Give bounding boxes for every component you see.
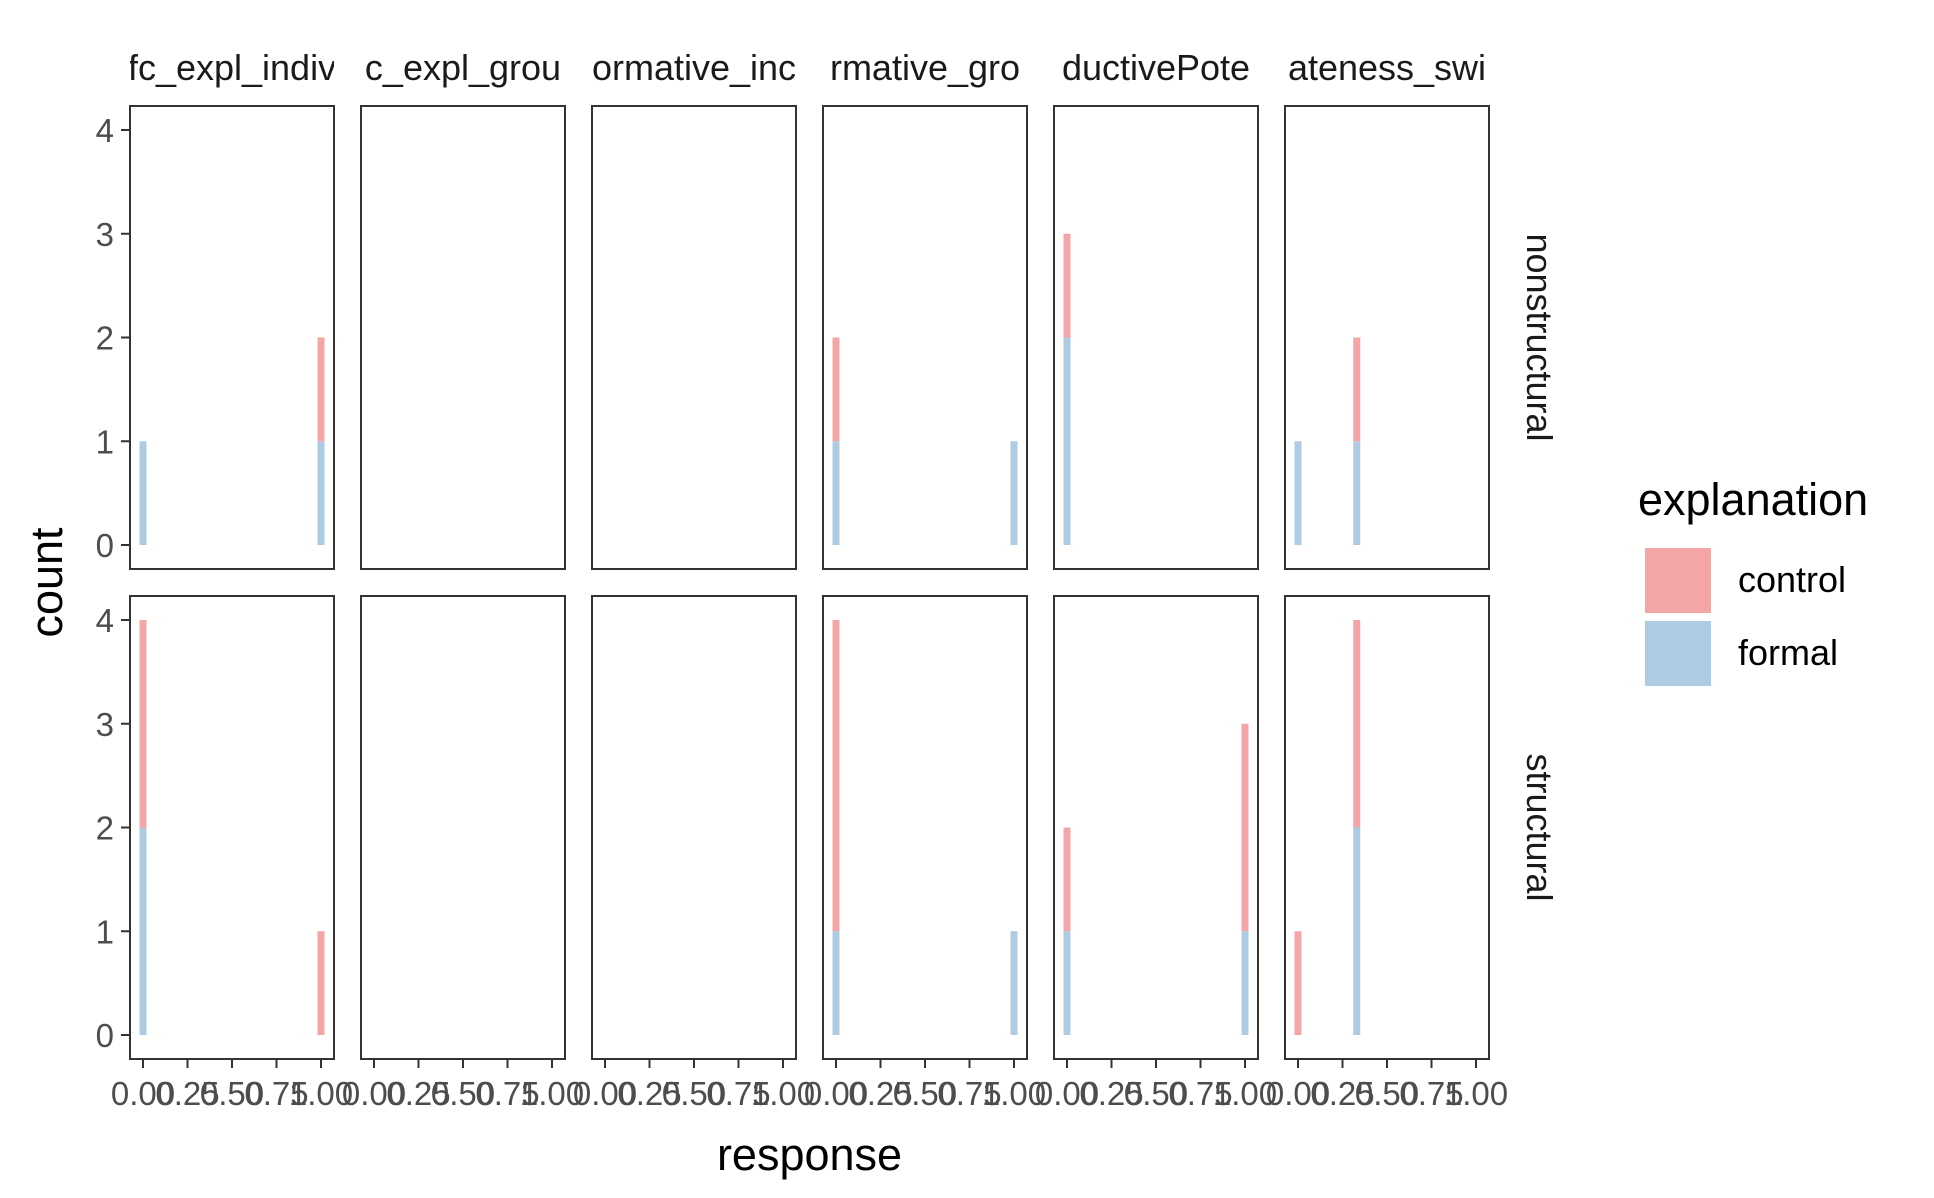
facet-strip-label: ormative_inc <box>592 47 796 88</box>
bar-formal <box>832 931 840 1035</box>
facet-strip-col-3: rmative_gro <box>830 47 1020 88</box>
x-tick-label: 0.00 <box>111 1075 175 1112</box>
x-tick-label: 0.50 <box>1124 1075 1188 1112</box>
x-tick-label: 0.50 <box>662 1075 726 1112</box>
x-tick-label: 0.50 <box>200 1075 264 1112</box>
x-tick-label: 1.00 <box>1213 1075 1277 1112</box>
facet-strip-col-1: c_expl_grou <box>365 47 561 88</box>
x-tick-label: 0.00 <box>1035 1075 1099 1112</box>
panel-border <box>129 595 335 1060</box>
x-tick-label: 0.75 <box>244 1075 308 1112</box>
panel-border <box>822 595 1028 1060</box>
bar-formal <box>317 441 325 545</box>
bar-control <box>832 337 840 442</box>
bar-control <box>1353 337 1361 442</box>
bar-control <box>317 337 325 442</box>
bar-formal <box>1010 931 1018 1035</box>
y-tick-label: 3 <box>96 216 114 253</box>
y-tick-label: 0 <box>96 527 114 564</box>
x-tick-label: 0.25 <box>848 1075 912 1112</box>
facet-strip-col-5: ateness_swi <box>1288 47 1486 88</box>
x-tick-label: 0.75 <box>475 1075 539 1112</box>
y-tick-label: 2 <box>96 320 114 357</box>
x-tick-label: 0.25 <box>1079 1075 1143 1112</box>
facet-strip-col-0: fc_expl_indiv <box>128 47 336 88</box>
facet-strip-row-label: structural <box>1519 753 1560 901</box>
y-tick-label: 4 <box>96 602 114 639</box>
x-tick-label: 1.00 <box>289 1075 353 1112</box>
legend-key-control <box>1645 548 1711 613</box>
facet-strip-label: ductivePote <box>1062 47 1250 88</box>
bar-formal <box>1063 931 1071 1035</box>
panel-border <box>591 105 797 570</box>
bar-control <box>1063 827 1071 932</box>
legend-label-control: control <box>1738 559 1846 600</box>
panel-border <box>591 595 797 1060</box>
x-tick-label: 0.25 <box>1310 1075 1374 1112</box>
bar-control <box>1063 233 1071 338</box>
panel-border <box>1053 105 1259 570</box>
x-tick-label: 1.00 <box>520 1075 584 1112</box>
bar-formal <box>1010 441 1018 545</box>
x-tick-label: 0.00 <box>1266 1075 1330 1112</box>
y-tick-label: 1 <box>96 423 114 460</box>
panel-border <box>1284 105 1490 570</box>
bar-formal <box>1241 931 1249 1035</box>
facet-strip-label: fc_expl_indiv <box>128 47 336 88</box>
x-tick-label: 0.25 <box>155 1075 219 1112</box>
bar-control <box>317 931 325 1035</box>
y-tick-label: 4 <box>96 112 114 149</box>
y-tick-label: 2 <box>96 810 114 847</box>
x-tick-label: 0.75 <box>1399 1075 1463 1112</box>
bar-formal <box>1063 337 1071 545</box>
panel-border <box>1053 595 1259 1060</box>
x-tick-label: 0.75 <box>937 1075 1001 1112</box>
panel-border <box>360 105 566 570</box>
bar-formal <box>1353 441 1361 545</box>
bar-control <box>832 620 840 932</box>
panel-border <box>129 105 335 570</box>
bar-formal <box>832 441 840 545</box>
y-tick-label: 3 <box>96 706 114 743</box>
facet-strip-col-4: ductivePote <box>1062 47 1250 88</box>
bar-formal <box>139 441 147 545</box>
x-axis-title: response <box>717 1129 902 1180</box>
panel-border <box>1284 595 1490 1060</box>
bar-formal <box>1353 827 1361 1035</box>
bar-control <box>1294 931 1302 1035</box>
y-axis-title: count <box>21 527 72 638</box>
x-tick-label: 1.00 <box>982 1075 1046 1112</box>
x-tick-label: 0.00 <box>573 1075 637 1112</box>
bar-formal <box>1294 441 1302 545</box>
x-tick-label: 0.50 <box>431 1075 495 1112</box>
x-tick-label: 0.00 <box>804 1075 868 1112</box>
panel-border <box>360 595 566 1060</box>
bar-control <box>1353 620 1361 828</box>
facet-strip-col-2: ormative_inc <box>592 47 796 88</box>
x-tick-label: 0.50 <box>893 1075 957 1112</box>
x-tick-label: 0.75 <box>1168 1075 1232 1112</box>
facet-strip-label: ateness_swi <box>1288 47 1486 88</box>
facet-strip-label: c_expl_grou <box>365 47 561 88</box>
x-tick-label: 0.25 <box>617 1075 681 1112</box>
legend-title: explanation <box>1638 474 1868 525</box>
x-tick-label: 0.00 <box>342 1075 406 1112</box>
y-tick-label: 0 <box>96 1017 114 1054</box>
y-tick-label: 1 <box>96 913 114 950</box>
x-tick-label: 0.50 <box>1355 1075 1419 1112</box>
x-tick-label: 1.00 <box>751 1075 815 1112</box>
bar-control <box>139 620 147 828</box>
x-tick-label: 1.00 <box>1444 1075 1508 1112</box>
panel-border <box>822 105 1028 570</box>
facet-strip-row-label: nonstructural <box>1519 233 1560 441</box>
x-tick-label: 0.75 <box>706 1075 770 1112</box>
facet-strip-label: rmative_gro <box>830 47 1020 88</box>
bar-control <box>1241 723 1249 932</box>
bar-formal <box>139 827 147 1035</box>
legend-label-formal: formal <box>1738 632 1838 673</box>
x-tick-label: 0.25 <box>386 1075 450 1112</box>
legend-key-formal <box>1645 621 1711 686</box>
